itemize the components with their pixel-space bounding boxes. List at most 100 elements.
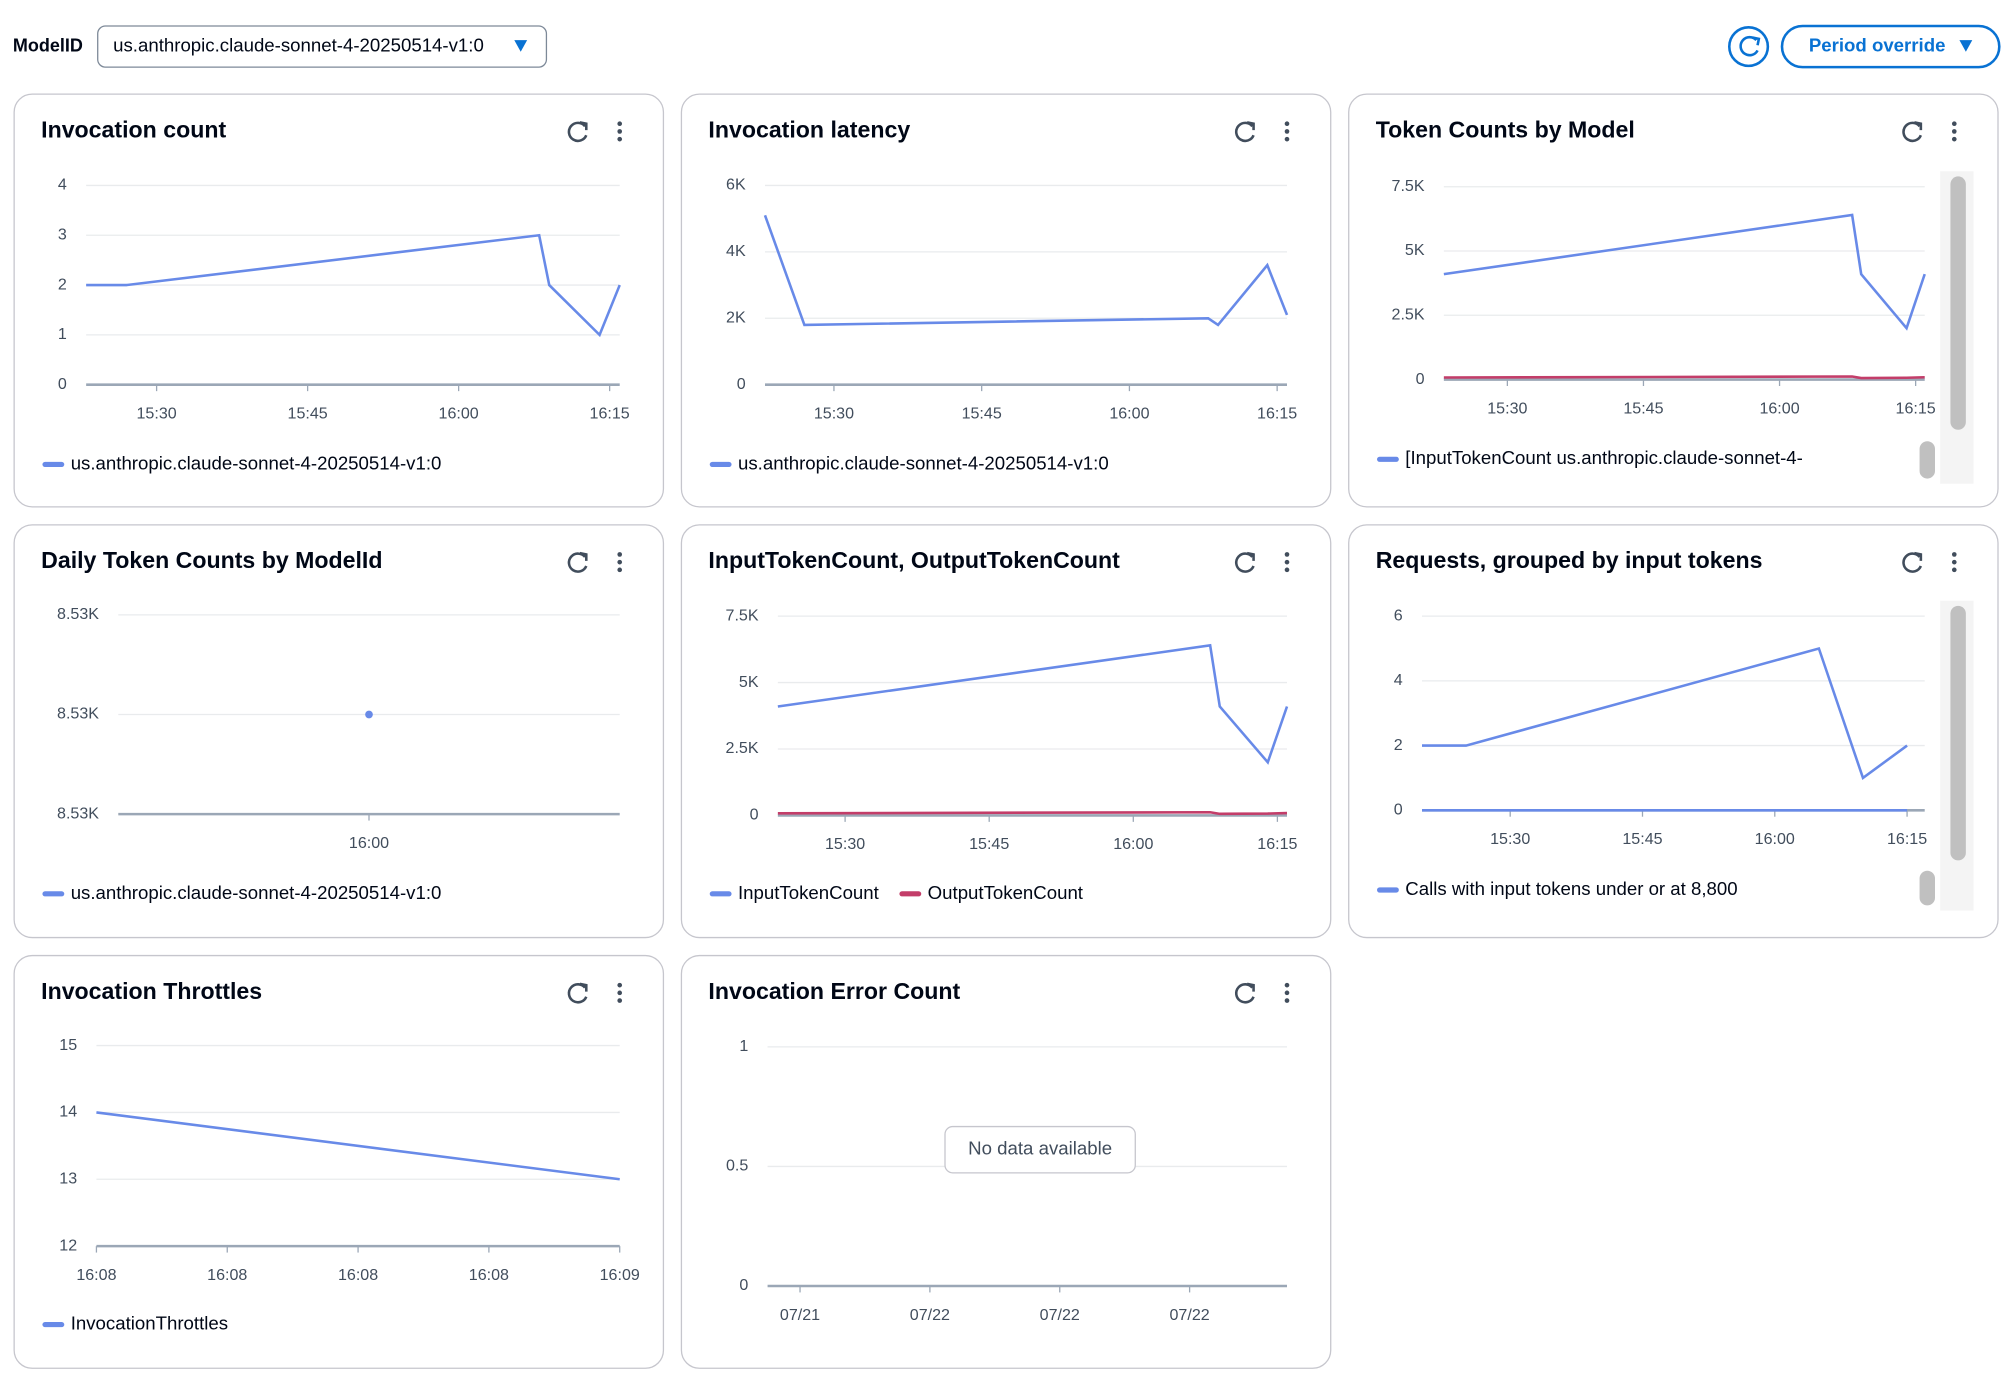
- menu-dot[interactable]: [1284, 982, 1290, 988]
- x-tick-label: 16:09: [600, 1266, 640, 1284]
- x-tick-label: 15:30: [1487, 399, 1527, 417]
- legend-label: Calls with input tokens under or at 8,80…: [1405, 878, 1737, 899]
- x-tick-label: 16:15: [1896, 399, 1936, 417]
- x-tick-label: 07/22: [910, 1306, 950, 1324]
- menu-dot[interactable]: [1284, 559, 1290, 565]
- refresh-icon-arrow[interactable]: [1246, 551, 1255, 561]
- period-button[interactable]: [1780, 24, 2001, 69]
- legend-label: us.anthropic.claude-sonnet-4-20250514-v1…: [71, 882, 442, 903]
- widget-title: Invocation count: [41, 117, 226, 143]
- refresh-icon-arrow[interactable]: [579, 551, 588, 561]
- y-tick-label: 15: [59, 1036, 77, 1054]
- x-tick-label: 15:45: [962, 405, 1002, 423]
- menu-dot[interactable]: [1951, 559, 1957, 565]
- menu-dot[interactable]: [1951, 552, 1957, 557]
- refresh-icon-arrow[interactable]: [1246, 982, 1255, 992]
- menu-dot[interactable]: [1284, 998, 1290, 1003]
- series-line: [777, 810, 1288, 816]
- period-button-label[interactable]: Period override: [1809, 34, 1946, 55]
- x-tick-label: 16:00: [349, 834, 389, 852]
- x-tick-label: 15:45: [1623, 399, 1663, 417]
- x-tick-label: 16:15: [1257, 405, 1297, 423]
- series-line: [763, 214, 1289, 327]
- x-tick-label: 15:30: [814, 405, 854, 423]
- menu-dot[interactable]: [1284, 567, 1290, 573]
- y-tick-label: 0: [1394, 801, 1403, 819]
- menu-dot[interactable]: [617, 559, 623, 565]
- no-data-text: No data available: [968, 1138, 1112, 1159]
- menu-dot[interactable]: [1284, 121, 1290, 127]
- refresh-icon-arrow[interactable]: [1914, 121, 1923, 131]
- legend-label: InvocationThrottles: [71, 1312, 228, 1333]
- x-tick-label: 07/21: [780, 1306, 820, 1324]
- scrollbar-thumb[interactable]: [1919, 441, 1935, 479]
- x-tick-label: 15:45: [288, 405, 328, 423]
- x-tick-label: 07/22: [1170, 1306, 1210, 1324]
- menu-dot[interactable]: [617, 998, 623, 1003]
- y-tick-label: 0: [58, 375, 67, 393]
- x-tick-label: 15:30: [825, 835, 865, 853]
- x-tick-label: 16:00: [1759, 399, 1799, 417]
- widget-title: Token Counts by Model: [1376, 117, 1635, 143]
- legend-label: InputTokenCount: [738, 882, 880, 903]
- menu-dot[interactable]: [1951, 129, 1957, 134]
- x-tick-label: 16:00: [1113, 835, 1153, 853]
- y-tick-label: 0: [1416, 370, 1425, 388]
- widget-panel: [680, 524, 1332, 939]
- legend-label: us.anthropic.claude-sonnet-4-20250514-v1…: [738, 452, 1109, 473]
- y-tick-label: 8.53K: [57, 705, 99, 723]
- menu-dot[interactable]: [1951, 121, 1957, 127]
- menu-dot[interactable]: [1284, 990, 1290, 996]
- series-line: [86, 233, 621, 338]
- menu-dot[interactable]: [1284, 136, 1290, 142]
- y-tick-label: 2.5K: [1392, 306, 1425, 324]
- menu-dot[interactable]: [617, 982, 623, 988]
- data-point: [365, 710, 373, 719]
- y-tick-label: 8.53K: [57, 605, 99, 623]
- x-tick-label: 16:00: [439, 405, 479, 423]
- refresh-button[interactable]: [1728, 25, 1770, 68]
- refresh-icon-arrow[interactable]: [1246, 121, 1255, 131]
- widget-title: Daily Token Counts by ModelId: [41, 547, 382, 573]
- legend-label: OutputTokenCount: [928, 882, 1084, 903]
- menu-dot[interactable]: [1284, 129, 1290, 134]
- x-tick-label: 16:08: [76, 1266, 116, 1284]
- menu-dot[interactable]: [1951, 567, 1957, 573]
- y-tick-label: 5K: [739, 673, 759, 691]
- menu-dot[interactable]: [617, 567, 623, 573]
- refresh-icon-arrow[interactable]: [1914, 551, 1923, 561]
- scrollbar-thumb[interactable]: [1919, 870, 1935, 906]
- menu-dot[interactable]: [1951, 136, 1957, 142]
- widget-panel: [13, 93, 665, 508]
- refresh-icon-arrow[interactable]: [579, 982, 588, 992]
- y-tick-label: 12: [59, 1236, 77, 1254]
- x-tick-label: 16:00: [1755, 830, 1795, 848]
- menu-dot[interactable]: [617, 129, 623, 134]
- scrollbar-thumb[interactable]: [1950, 605, 1966, 861]
- scrollbar-thumb[interactable]: [1950, 176, 1966, 430]
- menu-dot[interactable]: [617, 121, 623, 127]
- model-label: ModelID: [13, 35, 83, 55]
- widget-panel: [1348, 93, 1999, 508]
- y-tick-label: 5K: [1405, 241, 1425, 259]
- y-tick-label: 2K: [726, 309, 746, 327]
- model-select-value[interactable]: us.anthropic.claude-sonnet-4-20250514-v1…: [113, 34, 484, 55]
- widget-title: InputTokenCount, OutputTokenCount: [708, 547, 1120, 573]
- series-line: [1443, 375, 1925, 380]
- menu-dot[interactable]: [617, 136, 623, 142]
- y-tick-label: 8.53K: [57, 804, 99, 822]
- menu-dot[interactable]: [617, 990, 623, 996]
- refresh-icon-arrow[interactable]: [579, 121, 588, 131]
- series-line: [1443, 213, 1926, 331]
- x-tick-label: 16:08: [469, 1266, 509, 1284]
- model-select[interactable]: [97, 25, 548, 68]
- menu-dot[interactable]: [617, 552, 623, 557]
- y-tick-label: 0: [739, 1276, 748, 1294]
- y-tick-label: 14: [59, 1103, 77, 1121]
- widget-title: Invocation latency: [708, 117, 910, 143]
- widget-panel: [13, 954, 665, 1369]
- menu-dot[interactable]: [1284, 552, 1290, 557]
- no-data-box: [944, 1125, 1136, 1174]
